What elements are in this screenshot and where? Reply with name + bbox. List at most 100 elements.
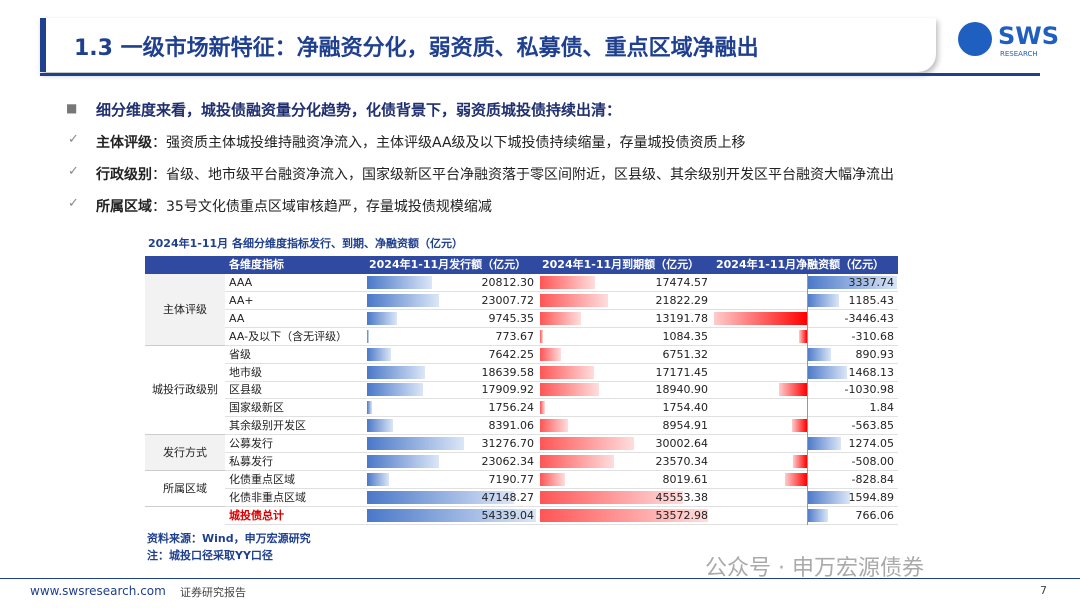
page-number: 7	[1040, 584, 1047, 597]
watermark: 公众号 · 申万宏源债券	[705, 556, 924, 581]
value-label: 890.93	[855, 347, 895, 361]
data-bar	[367, 419, 394, 433]
column-header: 2024年1-11月发行额（亿元）	[369, 258, 527, 271]
item-text: ：35号文化债重点区域审核趋严，存量城投债规模缩减	[152, 199, 492, 215]
data-bar	[367, 293, 439, 307]
value-label: 18940.90	[655, 383, 709, 397]
column-header: 2024年1-11月净融资额（亿元）	[716, 258, 885, 271]
summary-item: 主体评级：强资质主体城投维持融资净流入，主体评级AA级及以下城投债持续缩量，存量…	[96, 132, 746, 152]
value-label: -3446.43	[844, 311, 894, 325]
data-bar	[540, 347, 562, 361]
data-bar	[540, 329, 544, 343]
value-label: 1756.24	[488, 401, 535, 415]
value-label: 30002.64	[655, 437, 709, 451]
item-text: ：强资质主体城投维持融资净流入，主体评级AA级及以下城投债持续缩量，存量城投债资…	[152, 135, 746, 151]
value-label: 45553.38	[655, 490, 709, 504]
net-bar	[779, 383, 807, 397]
data-bar	[540, 437, 634, 451]
title-banner	[40, 18, 936, 72]
data-bar	[367, 437, 465, 451]
summary-item: 所属区域：35号文化债重点区域审核趋严，存量城投债规模缩减	[96, 196, 492, 216]
row-bg	[225, 364, 898, 382]
value-label: 9745.35	[488, 311, 535, 325]
group-label: 主体评级	[145, 274, 225, 346]
value-label: 54339.04	[481, 508, 535, 522]
value-label: 8019.61	[662, 472, 709, 486]
row-bg	[225, 381, 898, 400]
row-label: 城投债总计	[229, 508, 284, 522]
item-text: ：省级、地市级平台融资净流入，国家级新区平台净融资落于零区间附近，区县级、其余级…	[152, 167, 894, 183]
data-bar	[367, 455, 439, 468]
data-bar	[367, 490, 514, 504]
row-label: AA-及以下（含无评级）	[229, 329, 348, 343]
data-bar	[540, 311, 582, 325]
row-bg	[225, 453, 898, 471]
column-header: 各维度指标	[229, 258, 284, 271]
value-label: -828.84	[851, 472, 894, 486]
value-label: 8391.06	[488, 419, 535, 433]
row-bg	[225, 328, 898, 346]
bullet-icon: ■	[66, 101, 78, 115]
net-bar	[784, 472, 807, 486]
row-bg	[225, 507, 898, 525]
row-bg	[225, 310, 898, 328]
data-bar	[540, 401, 546, 415]
data-bar	[540, 293, 609, 307]
row-bg	[225, 292, 898, 310]
value-label: 1084.35	[662, 329, 709, 343]
value-label: 773.67	[495, 329, 535, 343]
value-label: 20812.30	[481, 276, 535, 289]
value-label: 1185.43	[848, 293, 895, 307]
data-bar	[367, 472, 390, 486]
data-bar	[540, 472, 566, 486]
group-label: 发行方式	[145, 435, 225, 471]
data-bar	[367, 329, 370, 343]
value-label: 23062.34	[481, 455, 535, 468]
net-bar	[807, 490, 851, 504]
data-bar	[367, 276, 432, 289]
item-label: 所属区域	[96, 199, 152, 215]
footer-rule	[0, 578, 1080, 579]
row-label: 化债重点区域	[229, 472, 295, 486]
value-label: 53572.98	[655, 508, 709, 522]
value-label: 7642.25	[488, 347, 535, 361]
value-label: -508.00	[851, 455, 894, 468]
value-label: 1594.89	[848, 490, 895, 504]
check-icon: ✓	[68, 132, 79, 147]
value-label: 1274.05	[848, 437, 895, 451]
row-bg	[225, 489, 898, 507]
group-label: 城投行政级别	[145, 345, 225, 436]
value-label: 17474.57	[655, 276, 709, 289]
row-label: 化债非重点区域	[229, 490, 306, 504]
value-label: 17171.45	[655, 365, 709, 379]
value-label: 1468.13	[848, 365, 895, 379]
table-note: 注：城投口径采取YY口径	[147, 549, 273, 562]
data-bar	[540, 419, 568, 433]
row-label: 私募发行	[229, 455, 273, 468]
value-label: 47148.27	[481, 490, 535, 504]
group-label: 所属区域	[145, 470, 225, 507]
data-bar	[367, 508, 536, 522]
data-table: 各维度指标 2024年1-11月发行额（亿元） 2024年1-11月到期额（亿元） 2…	[145, 256, 898, 526]
logo-sub: RESEARCH	[1000, 50, 1038, 58]
item-label: 行政级别	[96, 167, 152, 183]
value-label: -310.68	[851, 329, 894, 343]
row-label: 其余级别开发区	[229, 419, 306, 433]
value-label: 1754.40	[662, 401, 709, 415]
value-label: 21822.29	[655, 293, 709, 307]
column-header: 2024年1-11月到期额（亿元）	[542, 258, 700, 271]
logo-text: SWS	[998, 22, 1060, 50]
row-bg	[225, 399, 898, 418]
net-bar	[807, 276, 898, 289]
data-bar	[540, 490, 683, 504]
zero-axis	[807, 274, 808, 525]
value-label: 7190.77	[488, 472, 535, 486]
check-icon: ✓	[68, 164, 79, 179]
row-label: AA	[229, 311, 245, 325]
net-bar	[807, 508, 828, 522]
lead-text: 细分维度来看，城投债融资量分化趋势，化债背景下，弱资质城投债持续出清：	[96, 101, 622, 119]
row-bg	[225, 471, 898, 489]
value-label: 23570.34	[655, 455, 709, 468]
value-label: 17909.92	[481, 383, 535, 397]
